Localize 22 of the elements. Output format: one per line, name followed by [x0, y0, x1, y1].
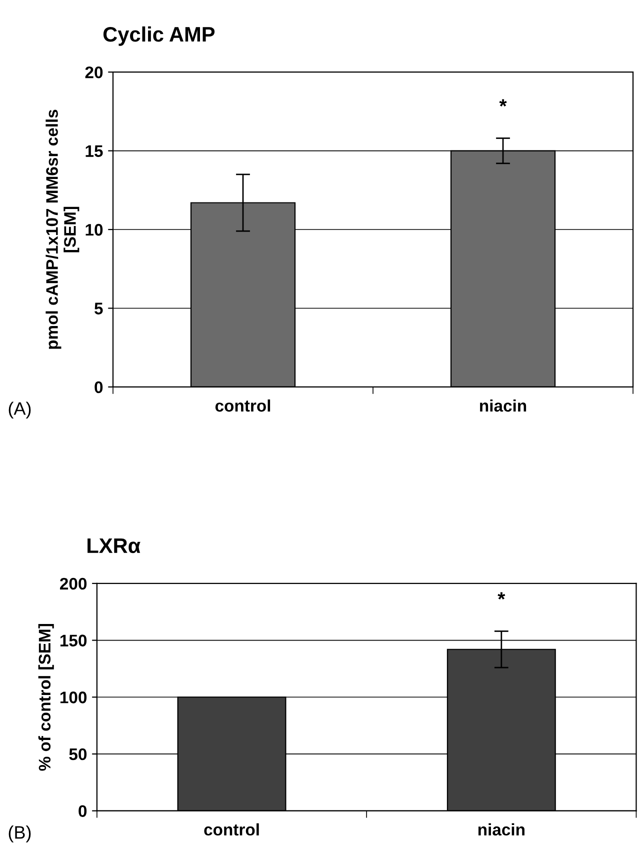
annotation: *: [499, 99, 507, 107]
y-axis-title: % of control [SEM]: [38, 624, 54, 771]
y-tick-label: 100: [60, 692, 87, 704]
annotation: *: [498, 592, 506, 600]
y-tick-label: 5: [94, 302, 103, 314]
chart-title: LXRα: [88, 538, 140, 554]
y-tick-label: 20: [85, 66, 103, 78]
y-tick-label: 0: [94, 381, 103, 394]
y-tick-label: 15: [86, 145, 103, 157]
y-tick-label: 10: [86, 224, 103, 236]
y-tick-label: 0: [78, 805, 87, 818]
y-axis-title: pmol cAMP/1x107 MM6sr cells [SEM]: [46, 110, 80, 349]
x-tick-label: control: [215, 399, 270, 412]
x-tick-label: niacin: [478, 823, 524, 836]
x-tick-label: control: [204, 823, 259, 836]
x-tick-label: niacin: [480, 399, 526, 412]
text: (A): [8, 402, 31, 419]
chart-title: Cyclic AMP: [103, 26, 215, 46]
y-tick-label: 200: [60, 578, 87, 590]
text: (B): [8, 826, 31, 842]
y-tick-label: 150: [60, 634, 87, 646]
y-tick-label: 50: [69, 748, 87, 760]
